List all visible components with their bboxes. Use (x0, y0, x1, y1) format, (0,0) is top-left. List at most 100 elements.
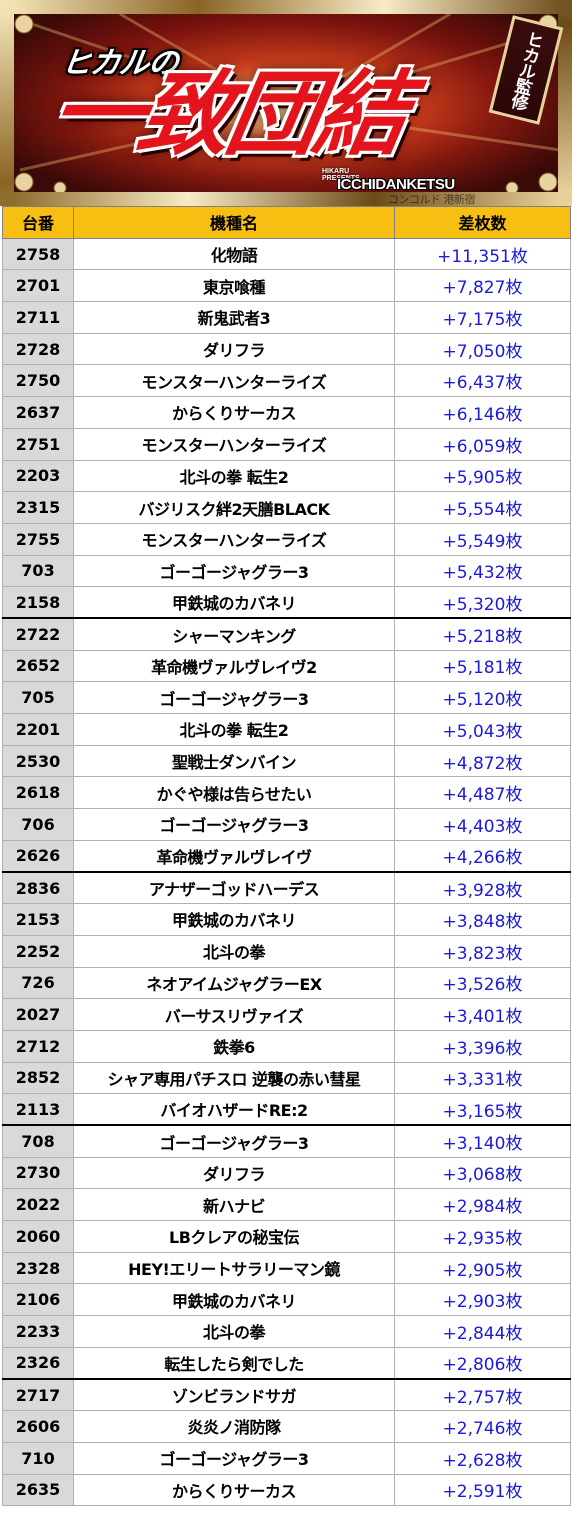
machine-name-cell: 革命機ヴァルヴレイヴ2 (73, 649, 395, 683)
coin-difference-cell: +2,757枚 (394, 1377, 571, 1412)
machine-name-cell: 北斗の拳 (73, 1315, 395, 1348)
table-row: 2203 北斗の拳 転生2 +5,905枚 (2, 459, 571, 493)
coin-difference-cell: +4,266枚 (394, 839, 571, 873)
coin-difference-cell: +3,165枚 (394, 1093, 571, 1126)
supervision-badge-text: ヒカル監修 (506, 28, 545, 112)
machine-name-cell: 鉄拳6 (73, 1029, 395, 1063)
coin-difference-cell: +2,984枚 (394, 1188, 571, 1221)
table-row: 2836 アナザーゴッドハーデス +3,928枚 (2, 870, 571, 905)
machine-name-cell: バイオハザードRE:2 (73, 1093, 395, 1126)
coin-difference-cell: +6,059枚 (394, 427, 571, 461)
presents-label: HIKARU PRESENTS (322, 168, 360, 182)
machine-number-cell: 2530 (2, 744, 74, 778)
machine-number-cell: 2326 (2, 1346, 74, 1380)
coin-difference-cell: +2,905枚 (394, 1251, 571, 1285)
machine-number-cell: 2606 (2, 1410, 74, 1443)
table-row: 2755 モンスターハンターライズ +5,549枚 (2, 522, 571, 556)
coin-difference-cell: +3,848枚 (394, 903, 571, 936)
machine-name-cell: HEY!エリートサラリーマン鏡 (73, 1251, 395, 1285)
machine-number-cell: 2722 (2, 617, 74, 651)
machine-name-cell: ゴーゴージャグラー3 (73, 554, 395, 588)
table-row: 2751 モンスターハンターライズ +6,059枚 (2, 427, 571, 461)
machine-name-cell: 革命機ヴァルヴレイヴ (73, 839, 395, 873)
machine-name-cell: バーサスリヴァイズ (73, 998, 395, 1031)
table-header-row: 台番 機種名 差枚数 (2, 206, 571, 239)
coin-difference-cell: +2,746枚 (394, 1410, 571, 1443)
table-row: 2326 転生したら剣でした +2,806枚 (2, 1346, 571, 1380)
store-watermark: コンコルド 港新宿 (388, 193, 476, 206)
presents-line-1: HIKARU (322, 168, 350, 175)
machine-number-cell: 2852 (2, 1061, 74, 1095)
table-row: 2153 甲鉄城のカバネリ +3,848枚 (2, 903, 571, 936)
coin-difference-cell: +4,403枚 (394, 808, 571, 841)
table-row: 703 ゴーゴージャグラー3 +5,432枚 (2, 554, 571, 588)
coin-difference-cell: +5,432枚 (394, 554, 571, 588)
machine-number-cell: 2728 (2, 332, 74, 366)
table-row: 2750 モンスターハンターライズ +6,437枚 (2, 364, 571, 398)
coin-difference-cell: +5,905枚 (394, 459, 571, 493)
table-row: 708 ゴーゴージャグラー3 +3,140枚 (2, 1124, 571, 1158)
coin-difference-cell: +5,554枚 (394, 491, 571, 524)
machine-number-cell: 2106 (2, 1283, 74, 1317)
machine-name-cell: ゴーゴージャグラー3 (73, 681, 395, 714)
machine-number-cell: 2328 (2, 1251, 74, 1285)
table-row: 2022 新ハナビ +2,984枚 (2, 1188, 571, 1221)
machine-name-cell: 転生したら剣でした (73, 1346, 395, 1380)
table-row: 2106 甲鉄城のカバネリ +2,903枚 (2, 1283, 571, 1317)
machine-name-cell: ゴーゴージャグラー3 (73, 808, 395, 841)
machine-number-cell: 2652 (2, 649, 74, 683)
machine-name-cell: バジリスク絆2天膳BLACK (73, 491, 395, 524)
machine-number-cell: 2022 (2, 1188, 74, 1221)
machine-number-cell: 708 (2, 1124, 74, 1158)
table-row: 2233 北斗の拳 +2,844枚 (2, 1315, 571, 1348)
table-row: 2113 バイオハザードRE:2 +3,165枚 (2, 1093, 571, 1126)
coin-difference-cell: +7,827枚 (394, 269, 571, 303)
coin-difference-cell: +3,396枚 (394, 1029, 571, 1063)
coin-difference-cell: +2,935枚 (394, 1220, 571, 1253)
machine-number-cell: 706 (2, 808, 74, 841)
machine-name-cell: 甲鉄城のカバネリ (73, 903, 395, 936)
coin-difference-cell: +2,903枚 (394, 1283, 571, 1317)
banner-title: 一致団結 (42, 60, 414, 168)
coin-difference-cell: +11,351枚 (394, 237, 571, 271)
machine-name-cell: 新ハナビ (73, 1188, 395, 1221)
table-row: 2717 ゾンビランドサガ +2,757枚 (2, 1377, 571, 1412)
machine-number-cell: 2711 (2, 301, 74, 334)
table-body: 2758 化物語 +11,351枚 2701 東京喰種 +7,827枚 2711 新鬼武者3 +… (2, 237, 571, 1507)
machine-number-cell: 2158 (2, 586, 74, 619)
machine-number-cell: 2730 (2, 1156, 74, 1190)
table-row: 2027 バーサスリヴァイズ +3,401枚 (2, 998, 571, 1031)
machine-name-cell: 新鬼武者3 (73, 301, 395, 334)
coin-difference-cell: +5,218枚 (394, 617, 571, 651)
machine-number-cell: 2635 (2, 1473, 74, 1507)
table-row: 2728 ダリフラ +7,050枚 (2, 332, 571, 366)
machine-name-cell: ネオアイムジャグラーEX (73, 966, 395, 1000)
coin-difference-cell: +2,806枚 (394, 1346, 571, 1380)
coin-difference-cell: +3,068枚 (394, 1156, 571, 1190)
machine-number-cell: 2836 (2, 870, 74, 905)
machine-name-cell: モンスターハンターライズ (73, 522, 395, 556)
table-row: 2626 革命機ヴァルヴレイヴ +4,266枚 (2, 839, 571, 873)
coin-difference-cell: +3,823枚 (394, 934, 571, 968)
column-header-machine-name: 機種名 (73, 206, 395, 239)
coin-difference-cell: +3,526枚 (394, 966, 571, 1000)
table-row: 2315 バジリスク絆2天膳BLACK +5,554枚 (2, 491, 571, 524)
table-row: 2711 新鬼武者3 +7,175枚 (2, 301, 571, 334)
payout-ranking-table: 台番 機種名 差枚数 2758 化物語 +11,351枚 2701 東京喰種 +7,827… (2, 206, 571, 1507)
table-row: 2060 LBクレアの秘宝伝 +2,935枚 (2, 1220, 571, 1253)
machine-number-cell: 2626 (2, 839, 74, 873)
machine-name-cell: 甲鉄城のカバネリ (73, 1283, 395, 1317)
machine-number-cell: 2315 (2, 491, 74, 524)
table-row: 705 ゴーゴージャグラー3 +5,120枚 (2, 681, 571, 714)
coin-difference-cell: +5,043枚 (394, 713, 571, 746)
machine-name-cell: アナザーゴッドハーデス (73, 870, 395, 905)
machine-name-cell: シャア専用パチスロ 逆襲の赤い彗星 (73, 1061, 395, 1095)
machine-number-cell: 726 (2, 966, 74, 1000)
event-banner: ヒカルの 一致団結 ヒカル監修 HIKARU PRESENTS ICCHIDAN… (0, 0, 572, 206)
coin-difference-cell: +4,872枚 (394, 744, 571, 778)
machine-name-cell: ゴーゴージャグラー3 (73, 1124, 395, 1158)
coin-difference-cell: +5,320枚 (394, 586, 571, 619)
brand-logo-text: ICCHIDANKETSU (337, 176, 455, 193)
coin-difference-cell: +3,401枚 (394, 998, 571, 1031)
coin-difference-cell: +2,591枚 (394, 1473, 571, 1507)
